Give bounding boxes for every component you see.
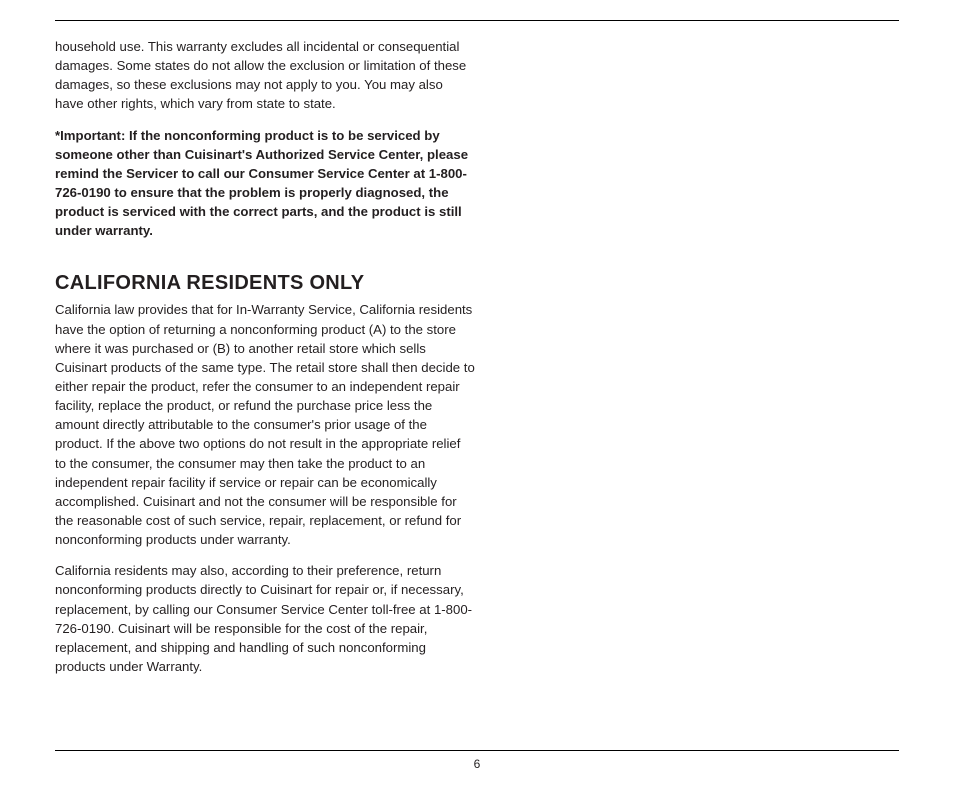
california-law-paragraph: California law provides that for In-Warr… [55, 300, 475, 549]
bottom-horizontal-rule [55, 750, 899, 751]
text-column: household use. This warranty excludes al… [55, 37, 475, 688]
page-number: 6 [0, 757, 954, 771]
document-page: household use. This warranty excludes al… [0, 0, 954, 786]
california-return-paragraph: California residents may also, according… [55, 561, 475, 676]
top-horizontal-rule [55, 20, 899, 21]
important-notice-paragraph: *Important: If the nonconforming product… [55, 126, 475, 241]
warranty-exclusion-paragraph: household use. This warranty excludes al… [55, 37, 475, 114]
california-residents-heading: CALIFORNIA RESIDENTS ONLY [55, 272, 475, 295]
